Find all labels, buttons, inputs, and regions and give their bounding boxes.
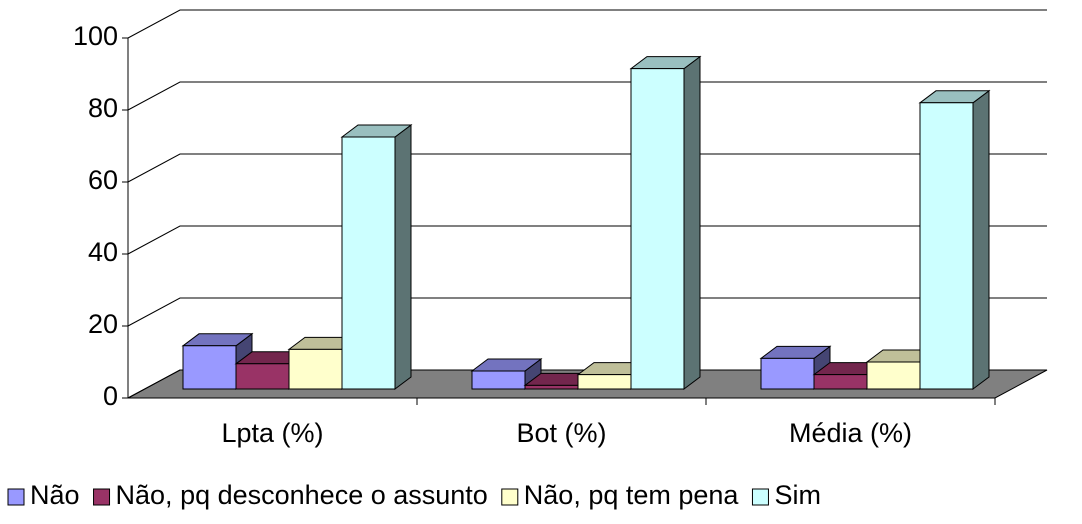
grid-line — [127, 369, 1047, 399]
legend-label: Não — [30, 480, 80, 510]
bar — [470, 358, 543, 390]
bar-front — [760, 357, 815, 390]
grid-line — [127, 297, 1047, 327]
bar-front — [577, 374, 632, 390]
legend-swatch — [93, 488, 111, 506]
y-tick-label: 100 — [73, 21, 118, 51]
bar-front — [630, 68, 685, 390]
bar-front — [288, 348, 343, 390]
legend-label: Não, pq desconhece o assunto — [116, 480, 488, 510]
bar — [759, 345, 832, 390]
grid-line — [127, 153, 1047, 183]
legend: Não Não, pq desconhece o assunto Não, pq t… — [7, 480, 821, 510]
y-tick-label: 0 — [103, 381, 118, 411]
bar — [629, 55, 702, 390]
x-tick-label: Lpta (%) — [221, 418, 323, 448]
bar-side — [394, 124, 412, 390]
y-tick-label: 60 — [88, 165, 118, 195]
bar-front — [235, 363, 290, 390]
bar — [340, 124, 413, 390]
x-tick-label: Bot (%) — [516, 418, 606, 448]
y-tick-label: 80 — [88, 93, 118, 123]
grid-line — [127, 81, 1047, 111]
bar-side — [683, 55, 701, 390]
bar-side — [972, 89, 990, 390]
bar-front — [341, 136, 396, 390]
grid-line — [127, 225, 1047, 255]
bar-front — [182, 345, 237, 390]
bar-front — [471, 370, 526, 390]
legend-label: Não, pq tem pena — [524, 480, 740, 510]
bar-front — [866, 361, 921, 390]
legend-swatch — [501, 488, 519, 506]
legend-label: Sim — [774, 480, 821, 510]
x-tick-label: Média (%) — [789, 418, 912, 448]
bar-front — [919, 102, 974, 390]
bar-front — [813, 374, 868, 390]
legend-swatch — [7, 488, 25, 506]
legend-swatch — [751, 488, 769, 506]
bar — [918, 89, 991, 390]
bar-front — [524, 384, 579, 390]
y-tick-label: 20 — [88, 309, 118, 339]
y-tick-label: 40 — [88, 237, 118, 267]
grid-line — [127, 9, 1047, 39]
